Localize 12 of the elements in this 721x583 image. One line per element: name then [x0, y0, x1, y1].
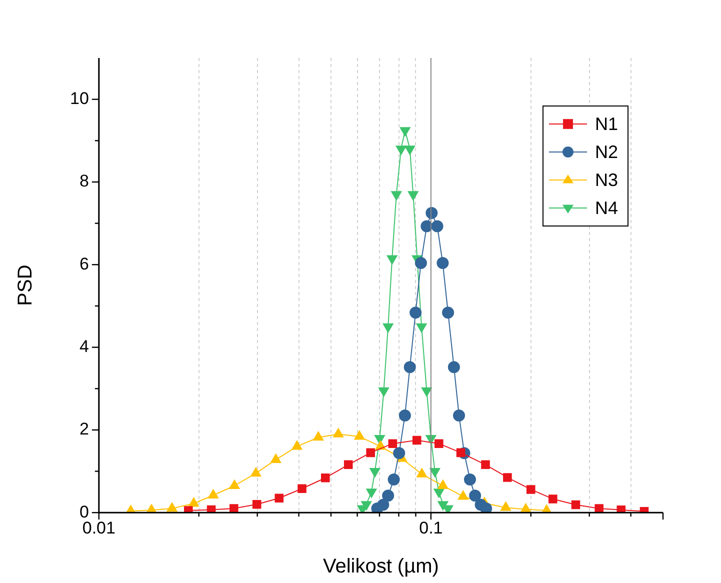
y-axis-title: PSD [14, 264, 37, 306]
legend-label: N3 [594, 170, 618, 190]
y-tick-label: 2 [79, 420, 89, 439]
y-tick-label: 4 [79, 336, 89, 356]
x-tick-label: 0.1 [419, 518, 443, 538]
y-tick-label: 10 [70, 89, 89, 108]
y-tick-label: 6 [79, 254, 89, 274]
x-axis-title: Velikost (µm) [322, 556, 439, 578]
y-tick-label: 8 [79, 172, 89, 191]
legend-label: N1 [594, 114, 618, 134]
legend-label: N4 [594, 198, 618, 218]
legend-label: N2 [594, 142, 618, 162]
